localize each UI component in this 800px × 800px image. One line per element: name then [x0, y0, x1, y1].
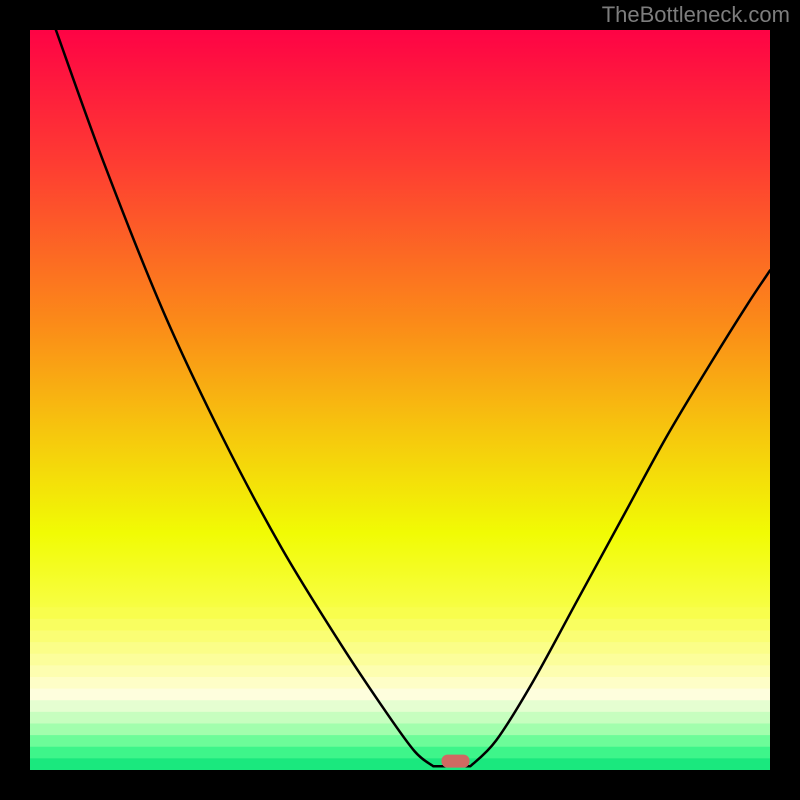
chart-svg — [0, 0, 800, 800]
optimal-marker — [442, 755, 470, 768]
color-bands — [30, 607, 770, 770]
chart-container: { "watermark": { "text": "TheBottleneck.… — [0, 0, 800, 800]
watermark-text: TheBottleneck.com — [602, 2, 790, 28]
